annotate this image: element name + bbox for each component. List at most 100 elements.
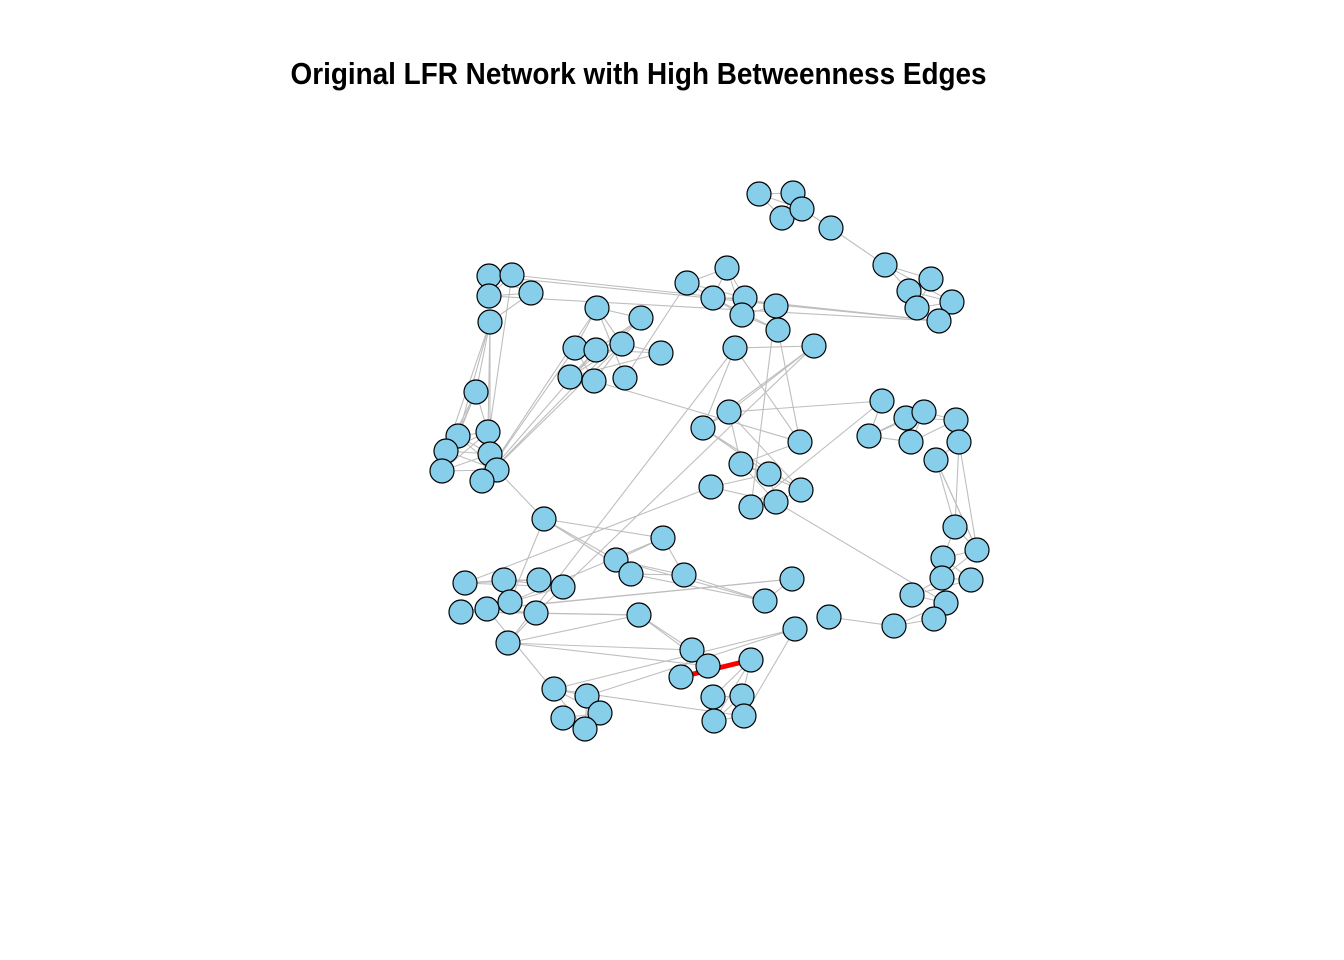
network-node xyxy=(714,255,740,281)
network-edge xyxy=(509,518,545,603)
network-node xyxy=(572,716,598,742)
network-node xyxy=(581,368,607,394)
network-edge xyxy=(728,345,815,413)
network-node xyxy=(738,494,764,520)
network-node xyxy=(587,700,613,726)
network-edge xyxy=(777,329,801,443)
network-edge xyxy=(593,380,801,443)
network-node xyxy=(899,582,925,608)
network-node xyxy=(722,335,748,361)
network-edge xyxy=(464,486,712,584)
network-node xyxy=(531,506,557,532)
network-edge xyxy=(750,400,883,508)
network-node xyxy=(695,653,721,679)
network-node xyxy=(452,570,478,596)
network-node xyxy=(701,708,727,734)
network-node xyxy=(716,399,742,425)
network-node xyxy=(541,676,567,702)
network-node xyxy=(731,703,757,729)
network-edge xyxy=(734,347,801,443)
network-node xyxy=(700,285,726,311)
network-node xyxy=(881,613,907,639)
network-node xyxy=(476,283,502,309)
network-edge xyxy=(728,411,802,491)
network-node xyxy=(690,415,716,441)
network-node xyxy=(869,388,895,414)
network-node xyxy=(765,317,791,343)
network-edge xyxy=(507,614,640,644)
network-node xyxy=(574,683,600,709)
network-node xyxy=(763,489,789,515)
network-edge xyxy=(535,345,815,614)
network-node xyxy=(911,399,937,425)
network-node xyxy=(939,289,965,315)
network-node xyxy=(872,252,898,278)
network-node xyxy=(698,474,724,500)
network-edge xyxy=(630,573,766,602)
network-node xyxy=(671,562,697,588)
network-node xyxy=(557,364,583,390)
network-node xyxy=(612,365,638,391)
network-node xyxy=(474,596,500,622)
network-edge xyxy=(507,642,693,651)
network-node xyxy=(618,561,644,587)
network-node xyxy=(818,215,844,241)
network-node xyxy=(958,567,984,593)
network-edge xyxy=(683,574,766,602)
network-node xyxy=(475,419,501,445)
network-edge xyxy=(702,427,770,475)
network-node xyxy=(729,302,755,328)
network-node xyxy=(923,447,949,473)
network-edge xyxy=(507,642,709,667)
network-node xyxy=(648,340,674,366)
network-node xyxy=(926,308,952,334)
network-node xyxy=(756,461,782,487)
network-edge xyxy=(728,400,883,413)
network-node xyxy=(898,429,924,455)
network-node xyxy=(788,477,814,503)
network-node xyxy=(429,458,455,484)
network-node xyxy=(628,305,654,331)
network-node xyxy=(550,705,576,731)
network-edge xyxy=(734,345,815,349)
network-edge xyxy=(935,459,978,551)
network-node xyxy=(584,295,610,321)
network-node xyxy=(518,280,544,306)
network-node xyxy=(789,196,815,222)
network-edge xyxy=(702,347,736,429)
network-node xyxy=(491,567,517,593)
network-node xyxy=(626,602,652,628)
network-node xyxy=(550,574,576,600)
network-node xyxy=(904,295,930,321)
network-node xyxy=(782,616,808,642)
network-node xyxy=(918,266,944,292)
network-edge xyxy=(507,347,736,644)
network-node xyxy=(674,270,700,296)
network-node xyxy=(816,604,842,630)
network-edge xyxy=(954,441,960,528)
network-node xyxy=(943,407,969,433)
node-layer xyxy=(429,180,990,742)
network-node xyxy=(495,630,521,656)
network-node xyxy=(523,600,549,626)
network-edge xyxy=(624,282,688,379)
network-node xyxy=(668,664,694,690)
network-node xyxy=(746,181,772,207)
network-edge xyxy=(553,628,796,690)
network-edge xyxy=(481,343,623,482)
network-node xyxy=(463,379,489,405)
network-node xyxy=(763,293,789,319)
network-edge xyxy=(535,612,640,616)
network-node xyxy=(964,537,990,563)
network-node xyxy=(787,429,813,455)
network-node xyxy=(583,337,609,363)
network-node xyxy=(942,514,968,540)
network-edge xyxy=(543,518,617,561)
network-node xyxy=(679,637,705,663)
network-node xyxy=(700,684,726,710)
plot-title: Original LFR Network with High Betweenne… xyxy=(290,56,987,91)
network-node xyxy=(477,309,503,335)
network-node xyxy=(728,451,754,477)
network-node xyxy=(562,335,588,361)
